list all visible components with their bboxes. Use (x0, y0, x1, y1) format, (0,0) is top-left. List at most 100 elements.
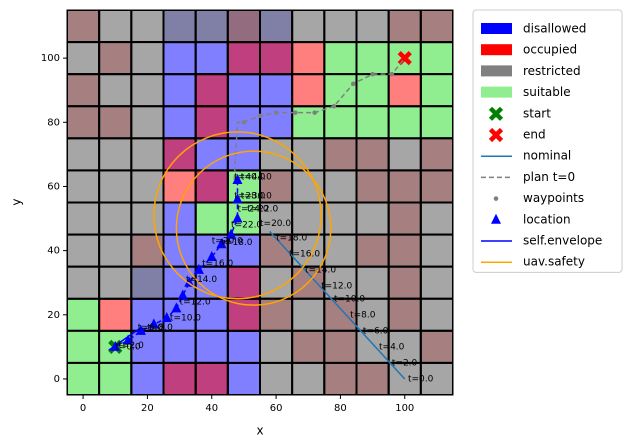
cell-2 (419, 137, 453, 172)
series-line (269, 230, 406, 380)
cell-1 (291, 73, 326, 108)
cell-2 (98, 10, 133, 44)
cell-3 (194, 201, 229, 236)
dot-marker (273, 110, 279, 115)
time-label: t=30.0 (241, 192, 272, 202)
time-label: t=2.0 (392, 358, 418, 368)
cell-3 (67, 361, 101, 395)
cell-1 (226, 265, 261, 300)
x-tick-label: 60 (270, 403, 283, 414)
cell-0 (162, 73, 197, 108)
time-label: t=14.0 (186, 275, 217, 285)
x-tick-label: 20 (141, 403, 154, 414)
cell-2 (323, 201, 358, 236)
x-tick-label: 100 (395, 403, 414, 414)
triangle-marker (148, 318, 159, 329)
cell-2 (387, 297, 422, 332)
cell-2 (387, 329, 422, 364)
cell-3 (323, 73, 358, 108)
cell-2 (67, 233, 101, 268)
cell-2 (162, 10, 197, 44)
legend-patch (481, 23, 512, 34)
cell-1 (387, 73, 422, 108)
cell-1 (194, 361, 229, 395)
cell-2 (98, 201, 133, 236)
cell-2 (259, 10, 294, 44)
time-label: t=18.0 (276, 233, 307, 243)
legend-label: self.envelope (523, 234, 602, 248)
series-line (114, 180, 239, 348)
cell-2 (419, 10, 453, 44)
legend-label: disallowed (523, 22, 586, 36)
cell-2 (291, 297, 326, 332)
cell-3 (323, 41, 358, 76)
x-tick-label: 80 (334, 403, 347, 414)
time-label: t=16.0 (289, 249, 320, 259)
triangle-marker (135, 324, 146, 335)
time-label: t=28.0 (234, 192, 265, 202)
cell-2 (67, 201, 101, 236)
x-tick-label: 0 (80, 403, 86, 414)
cell-0 (162, 105, 197, 140)
triangle-marker (232, 174, 243, 185)
triangle-marker (123, 334, 134, 345)
x-tick-label: 40 (205, 403, 218, 414)
cell-2 (259, 329, 294, 364)
triangle-marker (171, 302, 182, 313)
triangle-marker (226, 228, 237, 239)
cell-2 (355, 169, 390, 204)
x-marker (488, 106, 504, 121)
cell-3 (323, 105, 358, 140)
cell-2 (98, 137, 133, 172)
cell-2 (291, 361, 326, 395)
triangle-marker (206, 251, 217, 262)
cell-2 (323, 265, 358, 300)
legend-label: waypoints (523, 191, 584, 205)
dot-marker (257, 113, 263, 119)
triangle-marker (491, 213, 501, 224)
time-label: t=40.0 (234, 172, 265, 182)
cell-2 (67, 105, 101, 140)
time-label: t=10.0 (334, 294, 365, 304)
plot-frame (66, 9, 454, 396)
dot-marker (312, 110, 317, 115)
cell-2 (98, 169, 133, 204)
cell-2 (98, 233, 133, 268)
cell-1 (194, 73, 229, 108)
safety-circle (175, 150, 332, 306)
legend-label: plan t=0 (523, 170, 575, 184)
time-label: t=22.0 (231, 220, 262, 230)
cell-3 (67, 297, 101, 332)
triangle-marker (216, 238, 227, 249)
cell-2 (419, 297, 453, 332)
y-tick-label: 100 (41, 53, 60, 64)
cell-2 (355, 265, 390, 300)
cell-0 (259, 73, 294, 108)
time-label: t=6.0 (138, 323, 164, 333)
y-tick-label: 0 (54, 374, 60, 385)
cell-2 (130, 73, 165, 108)
cell-2 (355, 233, 390, 268)
x-marker (488, 127, 504, 143)
cell-2 (419, 265, 453, 300)
cell-2 (419, 233, 453, 268)
cell-2 (67, 265, 101, 300)
cell-2 (98, 105, 133, 140)
cell-2 (419, 329, 453, 364)
triangle-marker (232, 212, 243, 223)
cell-0 (194, 329, 229, 364)
dot-marker (293, 110, 298, 115)
cell-0 (226, 361, 261, 395)
y-tick-label: 20 (47, 310, 60, 321)
cell-2 (130, 105, 165, 140)
legend-label: end (523, 128, 546, 142)
cell-1 (259, 41, 294, 76)
time-label: t=24.0 (237, 204, 268, 214)
cell-2 (291, 137, 326, 172)
y-tick-label: 80 (47, 117, 60, 128)
cell-0 (194, 41, 229, 76)
time-label: t=4.0 (379, 342, 405, 352)
cell-3 (387, 105, 422, 140)
cell-1 (162, 361, 197, 395)
cell-2 (355, 10, 390, 44)
